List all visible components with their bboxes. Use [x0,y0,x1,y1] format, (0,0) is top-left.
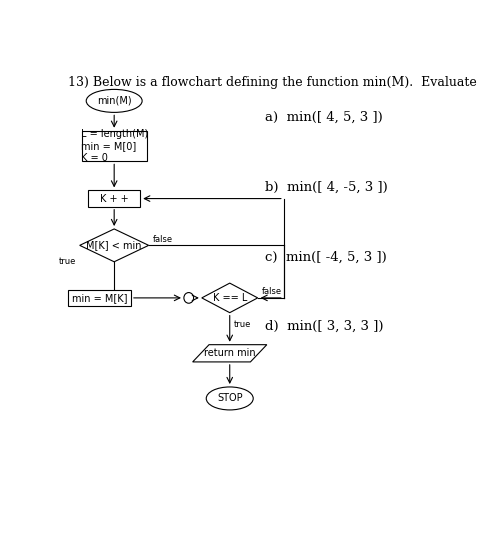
Text: STOP: STOP [216,393,242,403]
Text: M[K] < min: M[K] < min [86,240,142,251]
Polygon shape [80,229,148,262]
Ellipse shape [206,387,252,410]
Text: b)  min([ 4, -5, 3 ]): b) min([ 4, -5, 3 ]) [264,181,387,193]
Text: L = length(M)
min = M[0]
K = 0: L = length(M) min = M[0] K = 0 [80,130,147,163]
Polygon shape [202,283,257,313]
Ellipse shape [86,90,142,112]
Text: d)  min([ 3, 3, 3 ]): d) min([ 3, 3, 3 ]) [264,320,383,333]
Text: K == L: K == L [212,293,246,303]
Text: min = M[K]: min = M[K] [72,293,127,303]
FancyBboxPatch shape [67,290,131,306]
Text: return min: return min [204,348,255,358]
Text: K + +: K + + [100,193,128,204]
Text: true: true [59,257,76,266]
Text: false: false [152,235,172,244]
FancyBboxPatch shape [88,190,140,207]
FancyBboxPatch shape [82,131,146,161]
Polygon shape [192,345,266,362]
Text: false: false [261,287,281,296]
Text: 13) Below is a flowchart defining the function min(M).  Evaluate the given funct: 13) Below is a flowchart defining the fu… [67,76,480,89]
Text: true: true [233,320,250,329]
Text: min(M): min(M) [96,96,131,106]
Text: c)  min([ -4, 5, 3 ]): c) min([ -4, 5, 3 ]) [264,251,386,263]
Text: a)  min([ 4, 5, 3 ]): a) min([ 4, 5, 3 ]) [264,111,382,124]
